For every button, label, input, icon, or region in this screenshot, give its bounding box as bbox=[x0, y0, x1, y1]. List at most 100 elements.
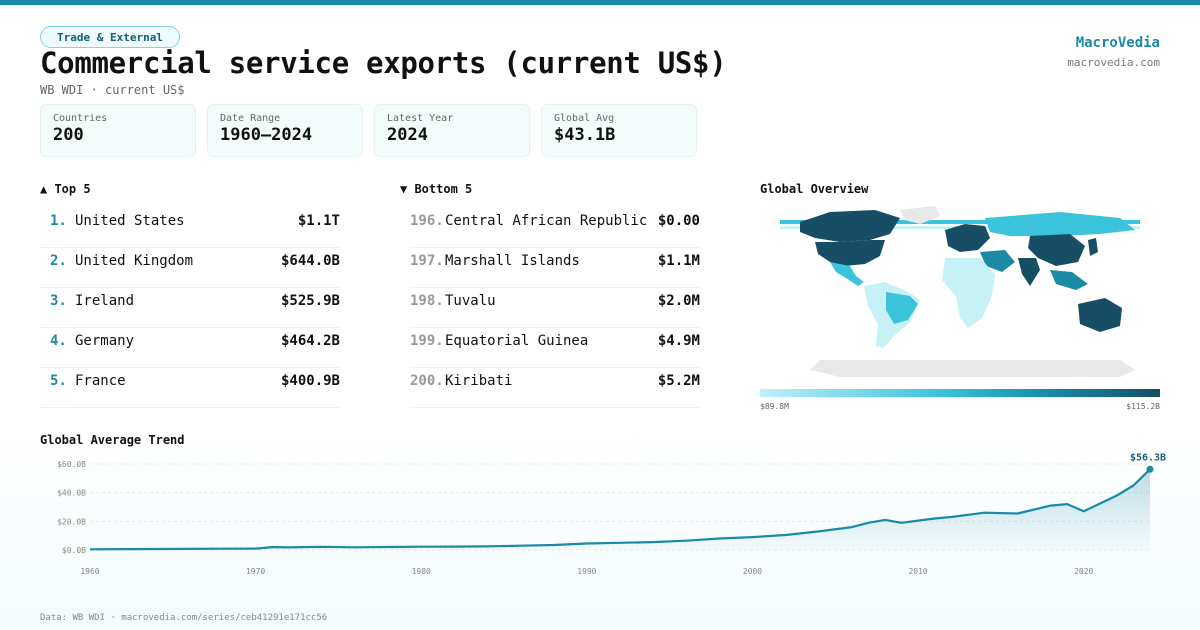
list-item[interactable]: 197. Marshall Islands $1.1M bbox=[410, 248, 700, 288]
y-tick-label: $60.0B bbox=[57, 460, 86, 469]
x-tick-label: 1970 bbox=[246, 567, 265, 576]
country-name: Central African Republic bbox=[445, 213, 648, 229]
country-value: $0.00 bbox=[657, 213, 700, 229]
map-region-canada[interactable] bbox=[800, 210, 900, 242]
rank-number: 1. bbox=[50, 213, 67, 229]
bottom5-list: 196. Central African Republic $0.00 197.… bbox=[410, 208, 700, 408]
stat-value: $43.1B bbox=[554, 125, 616, 145]
map-region-middle-east[interactable] bbox=[980, 250, 1015, 272]
list-item[interactable]: 198. Tuvalu $2.0M bbox=[410, 288, 700, 328]
stat-label: Latest Year bbox=[387, 113, 454, 124]
country-value: $2.0M bbox=[657, 293, 700, 309]
top5-heading: ▲ Top 5 bbox=[40, 182, 91, 196]
stat-card-global-avg: Global Avg $43.1B bbox=[541, 104, 697, 157]
trend-endpoint bbox=[1146, 465, 1154, 473]
x-tick-label: 1980 bbox=[412, 567, 431, 576]
list-item[interactable]: 2. United Kingdom $644.0B bbox=[40, 248, 340, 288]
list-item[interactable]: 200. Kiribati $5.2M bbox=[410, 368, 700, 408]
list-item[interactable]: 3. Ireland $525.9B bbox=[40, 288, 340, 328]
stat-card-countries: Countries 200 bbox=[40, 104, 196, 157]
x-tick-label: 2010 bbox=[908, 567, 927, 576]
brand-logo[interactable]: MacroVedia bbox=[1075, 35, 1160, 51]
page-subtitle: WB WDI · current US$ bbox=[40, 83, 185, 97]
list-item[interactable]: 1. United States $1.1T bbox=[40, 208, 340, 248]
country-name: United States bbox=[75, 213, 185, 229]
rank-number: 2. bbox=[50, 253, 67, 269]
country-value: $1.1M bbox=[657, 253, 700, 269]
y-tick-label: $20.0B bbox=[57, 517, 86, 526]
trend-heading: Global Average Trend bbox=[40, 433, 185, 447]
country-name: Tuvalu bbox=[445, 293, 496, 309]
map-legend-gradient bbox=[760, 389, 1160, 397]
country-value: $4.9M bbox=[657, 333, 700, 349]
country-name: Marshall Islands bbox=[445, 253, 580, 269]
map-band bbox=[780, 220, 1140, 224]
country-name: Germany bbox=[75, 333, 135, 349]
map-region-brazil[interactable] bbox=[886, 292, 918, 324]
map-region-europe[interactable] bbox=[945, 224, 990, 252]
list-item[interactable]: 196. Central African Republic $0.00 bbox=[410, 208, 700, 248]
stat-value: 1960–2024 bbox=[220, 125, 313, 145]
x-tick-label: 2020 bbox=[1074, 567, 1093, 576]
map-region-se-asia[interactable] bbox=[1050, 270, 1088, 290]
rank-number: 197. bbox=[410, 253, 444, 269]
country-value: $1.1T bbox=[297, 213, 340, 229]
footer-source: Data: WB WDI · macrovedia.com/series/ceb… bbox=[40, 613, 328, 623]
map-region-africa[interactable] bbox=[942, 258, 995, 328]
rank-number: 5. bbox=[50, 373, 67, 389]
brand-url[interactable]: macrovedia.com bbox=[1067, 56, 1160, 69]
country-value: $400.9B bbox=[280, 373, 340, 389]
country-value: $644.0B bbox=[280, 253, 340, 269]
country-name: United Kingdom bbox=[75, 253, 194, 269]
country-value: $464.2B bbox=[280, 333, 340, 349]
map-legend-max: $115.2B bbox=[1126, 402, 1160, 411]
rank-number: 199. bbox=[410, 333, 444, 349]
stat-label: Date Range bbox=[220, 113, 281, 124]
stat-label: Global Avg bbox=[554, 113, 615, 124]
x-tick-label: 1960 bbox=[80, 567, 99, 576]
bottom5-heading: ▼ Bottom 5 bbox=[400, 182, 473, 196]
rank-number: 200. bbox=[410, 373, 444, 389]
map-region-russia[interactable] bbox=[985, 212, 1135, 236]
rank-number: 198. bbox=[410, 293, 444, 309]
country-name: Equatorial Guinea bbox=[445, 333, 589, 349]
country-name: Ireland bbox=[75, 293, 135, 309]
world-choropleth-map[interactable] bbox=[760, 200, 1160, 385]
map-region-usa[interactable] bbox=[815, 240, 885, 266]
stat-card-date-range: Date Range 1960–2024 bbox=[207, 104, 363, 157]
country-name: France bbox=[75, 373, 126, 389]
rank-number: 4. bbox=[50, 333, 67, 349]
y-tick-label: $40.0B bbox=[57, 489, 86, 498]
trend-chart[interactable]: $0.0B $20.0B $40.0B $60.0B 1960 1970 1980 1990 2… bbox=[40, 450, 1170, 580]
list-item[interactable]: 199. Equatorial Guinea $4.9M bbox=[410, 328, 700, 368]
stat-value: 200 bbox=[53, 125, 84, 145]
country-value: $5.2M bbox=[657, 373, 700, 389]
map-legend-min: $89.8M bbox=[760, 402, 789, 411]
top-accent-bar bbox=[0, 0, 1200, 5]
map-region-greenland[interactable] bbox=[900, 206, 940, 224]
country-name: Kiribati bbox=[445, 373, 513, 389]
map-region-japan[interactable] bbox=[1088, 238, 1098, 256]
y-tick-label: $0.0B bbox=[62, 546, 86, 555]
trend-line bbox=[89, 468, 1151, 551]
category-tag[interactable]: Trade & External bbox=[40, 26, 180, 48]
x-tick-label: 2000 bbox=[743, 567, 762, 576]
stat-label: Countries bbox=[53, 113, 108, 124]
stat-value: 2024 bbox=[387, 125, 428, 145]
map-region-china[interactable] bbox=[1028, 234, 1085, 266]
trend-end-label: $56.3B bbox=[1130, 452, 1166, 463]
map-heading: Global Overview bbox=[760, 182, 869, 196]
x-tick-label: 1990 bbox=[577, 567, 596, 576]
map-region-india[interactable] bbox=[1018, 258, 1040, 286]
stat-card-latest-year: Latest Year 2024 bbox=[374, 104, 530, 157]
trend-area bbox=[90, 469, 1150, 550]
country-value: $525.9B bbox=[280, 293, 340, 309]
map-region-mexico[interactable] bbox=[830, 262, 864, 286]
map-region-australia[interactable] bbox=[1078, 298, 1122, 332]
page-title: Commercial service exports (current US$) bbox=[40, 46, 727, 80]
list-item[interactable]: 5. France $400.9B bbox=[40, 368, 340, 408]
map-region-antarctica[interactable] bbox=[810, 360, 1135, 377]
list-item[interactable]: 4. Germany $464.2B bbox=[40, 328, 340, 368]
top5-list: 1. United States $1.1T 2. United Kingdom… bbox=[40, 208, 340, 408]
rank-number: 196. bbox=[410, 213, 444, 229]
